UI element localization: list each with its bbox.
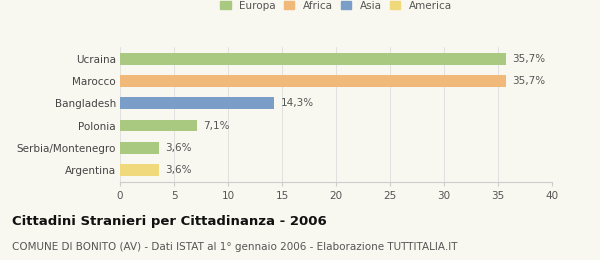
Text: Cittadini Stranieri per Cittadinanza - 2006: Cittadini Stranieri per Cittadinanza - 2… (12, 214, 327, 228)
Text: 7,1%: 7,1% (203, 121, 230, 131)
Legend: Europa, Africa, Asia, America: Europa, Africa, Asia, America (220, 1, 452, 11)
Bar (120, 75, 506, 87)
Bar (120, 164, 159, 176)
Bar (120, 142, 159, 154)
Bar (120, 120, 197, 131)
Text: COMUNE DI BONITO (AV) - Dati ISTAT al 1° gennaio 2006 - Elaborazione TUTTITALIA.: COMUNE DI BONITO (AV) - Dati ISTAT al 1°… (12, 242, 458, 252)
Text: 3,6%: 3,6% (166, 165, 192, 175)
Text: 14,3%: 14,3% (281, 98, 314, 108)
Text: 3,6%: 3,6% (166, 143, 192, 153)
Text: 35,7%: 35,7% (512, 54, 545, 64)
Text: 35,7%: 35,7% (512, 76, 545, 86)
Bar (120, 53, 506, 64)
Bar (120, 98, 274, 109)
